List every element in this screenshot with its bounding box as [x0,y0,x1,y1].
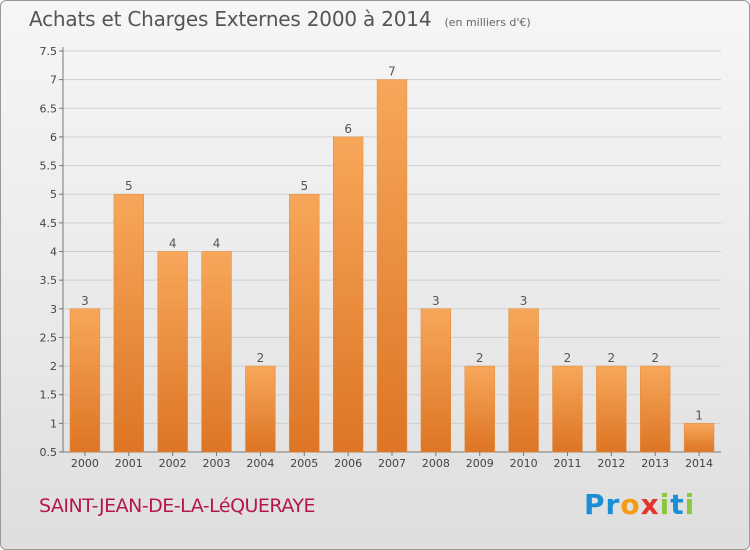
bar [376,79,408,453]
bar [113,193,144,453]
chart-subtitle: (en milliers d'€) [444,16,531,29]
x-tick-label: 2013 [641,457,669,470]
bar-value-label: 5 [125,179,133,193]
bar [245,365,276,453]
logo-letter: x [640,488,660,521]
y-tick-labels: 0.5 1 1.5 2 2.5 3 3.5 4 4.5 5 5.5 6 6.5 7 7.5 [40,45,58,459]
x-tick-label: 2006 [334,457,362,470]
bar-value-label: 2 [564,351,572,365]
bar-value-label: 2 [476,351,484,365]
logo-letter: P [584,488,606,521]
logo-letter: i [659,488,671,521]
bar-value-label: 2 [608,351,616,365]
bar-value-label: 2 [651,351,659,365]
logo-letter: o [620,488,641,521]
x-tick-label: 2002 [159,457,187,470]
data-labels: 3 5 4 4 2 5 6 7 3 2 3 2 2 2 1 [81,65,703,423]
y-tick-label: 2 [50,360,57,373]
y-tick-label: 3.5 [40,274,58,287]
bar [289,193,320,453]
bar [683,423,715,453]
logo-letter: i [684,488,696,521]
bar-value-label: 1 [695,408,703,422]
x-tick-label: 2008 [422,457,450,470]
x-tick-label: 2005 [290,457,318,470]
bar [464,365,495,453]
chart-title: Achats et Charges Externes 2000 à 2014 [29,7,432,31]
x-tick-labels: 2000 2001 2002 2003 2004 2005 2006 2007 2008 2009… [71,452,713,470]
bars [69,79,715,453]
y-tick-label: 0.5 [40,446,58,459]
x-tick-label: 2003 [203,457,231,470]
bar [420,308,452,453]
y-tick-label: 6 [50,131,57,144]
bar-value-label: 4 [213,237,221,251]
bar-value-label: 4 [169,237,177,251]
bar-value-label: 3 [81,294,89,308]
y-tick-label: 5.5 [40,160,58,173]
x-tick-label: 2007 [378,457,406,470]
x-tick-label: 2000 [71,457,99,470]
x-tick-label: 2004 [246,457,274,470]
bar [332,136,364,453]
bar-value-label: 5 [300,179,308,193]
y-tick-label: 2.5 [40,331,58,344]
y-tick-label: 1.5 [40,389,58,402]
bar-value-label: 2 [257,351,265,365]
y-tick-label: 3 [50,303,57,316]
x-tick-label: 2009 [466,457,494,470]
bar [201,251,232,453]
commune-name: SAINT-JEAN-DE-LA-LéQUERAYE [39,495,316,517]
x-tick-label: 2010 [510,457,538,470]
y-tick-label: 7 [50,74,57,87]
x-tick-label: 2001 [115,457,143,470]
bar [508,308,539,453]
y-tick-label: 6.5 [40,102,58,115]
bar [640,365,671,453]
x-tick-label: 2012 [597,457,625,470]
bar [552,365,583,453]
y-tick-label: 4 [50,246,57,259]
bar [157,251,188,453]
y-tick-label: 7.5 [40,45,58,58]
bar-value-label: 3 [432,294,440,308]
bar-value-label: 7 [388,65,396,79]
bar-value-label: 3 [520,294,528,308]
logo-letter: t [670,488,685,521]
x-tick-label: 2011 [553,457,581,470]
x-tick-label: 2014 [685,457,713,470]
proxiti-logo[interactable]: Proxiti [584,488,695,521]
bar-value-label: 6 [344,122,352,136]
y-tick-label: 1 [50,417,57,430]
y-tick-label: 5 [50,188,57,201]
bar [596,365,627,453]
title-row: Achats et Charges Externes 2000 à 2014 (… [29,7,531,31]
logo-letter: r [605,488,621,521]
bar [69,308,101,453]
y-tick-label: 4.5 [40,217,58,230]
